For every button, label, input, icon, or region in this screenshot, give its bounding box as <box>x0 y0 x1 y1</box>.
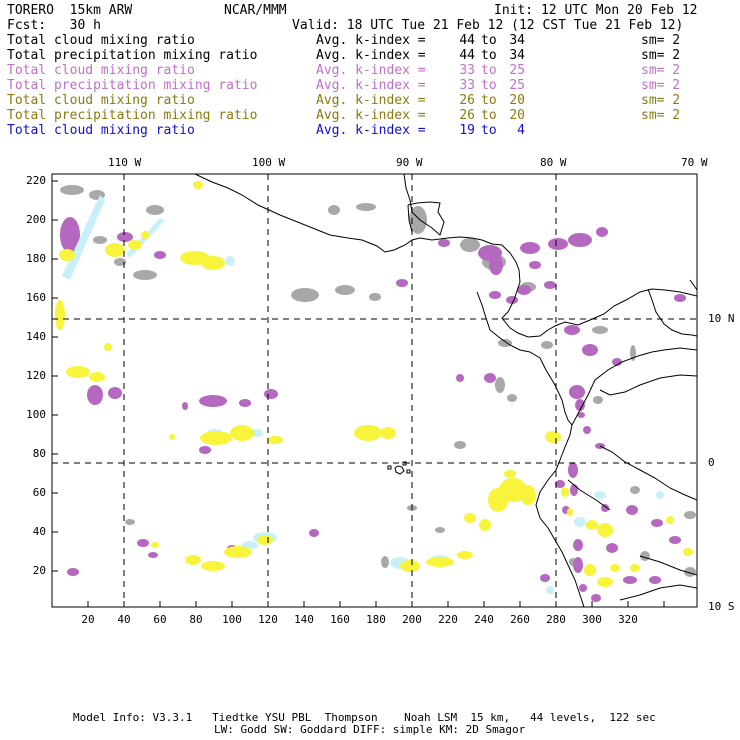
legend-avg-label: Avg. k-index = <box>316 48 426 63</box>
x-tick-label: 80 <box>189 613 203 626</box>
legend-k-low: 26 <box>459 108 475 123</box>
legend-to: to <box>481 93 497 108</box>
legend-k-high: 25 <box>509 63 525 78</box>
y-tick-label: 20 <box>32 564 46 577</box>
y-tick-label: 120 <box>26 369 46 382</box>
legend-field-name: Total cloud mixing ratio <box>7 93 195 108</box>
y-tick-label: 140 <box>26 330 46 343</box>
plot-frame <box>51 173 698 608</box>
longitude-label: 90 W <box>396 156 423 169</box>
y-tick-label: 220 <box>26 174 46 187</box>
legend-to: to <box>481 78 497 93</box>
y-tick-label: 200 <box>26 213 46 226</box>
x-tick-label: 300 <box>582 613 602 626</box>
legend-field-name: Total cloud mixing ratio <box>7 63 195 78</box>
longitude-label: 70 W <box>681 156 708 169</box>
legend-avg-label: Avg. k-index = <box>316 63 426 78</box>
legend-field-name: Total precipitation mixing ratio <box>7 108 258 123</box>
latitude-label: 10 S <box>708 600 735 613</box>
longitude-label: 100 W <box>252 156 286 169</box>
legend-k-low: 33 <box>459 63 475 78</box>
x-tick-label: 100 <box>222 613 242 626</box>
legend-k-low: 44 <box>459 33 475 48</box>
legend-field-name: Total cloud mixing ratio <box>7 33 195 48</box>
legend-smoothing: sm= 2 <box>641 63 681 78</box>
x-tick-label: 240 <box>474 613 494 626</box>
legend-smoothing: sm= 2 <box>641 108 681 123</box>
y-tick-label: 60 <box>32 486 46 499</box>
legend-to: to <box>481 63 497 78</box>
y-tick-label: 80 <box>32 447 46 460</box>
legend-avg-label: Avg. k-index = <box>316 78 426 93</box>
longitude-label: 80 W <box>540 156 567 169</box>
y-tick-label: 100 <box>26 408 46 421</box>
model-info-line2: LW: Godd SW: Goddard DIFF: simple KM: 2D… <box>214 723 526 736</box>
legend-field-name: Total cloud mixing ratio <box>7 123 195 138</box>
legend-k-high: 34 <box>509 48 525 63</box>
x-tick-label: 120 <box>258 613 278 626</box>
coastlines <box>194 174 697 607</box>
legend-to: to <box>481 33 497 48</box>
cloud-field-purple <box>60 217 686 602</box>
longitude-label: 110 W <box>108 156 142 169</box>
x-tick-label: 260 <box>510 613 530 626</box>
legend-smoothing: sm= 2 <box>641 78 681 93</box>
legend-avg-label: Avg. k-index = <box>316 93 426 108</box>
latitude-label: 10 N <box>708 312 735 325</box>
x-tick-label: 180 <box>366 613 386 626</box>
legend-to: to <box>481 48 497 63</box>
legend-k-low: 44 <box>459 48 475 63</box>
legend-k-low: 33 <box>459 78 475 93</box>
axis-ticks <box>52 180 665 607</box>
model-title: TORERO 15km ARW <box>7 3 133 18</box>
x-tick-label: 20 <box>81 613 95 626</box>
legend-k-high: 20 <box>509 108 525 123</box>
x-tick-label: 220 <box>438 613 458 626</box>
legend-to: to <box>481 108 497 123</box>
legend-smoothing: sm= 2 <box>641 93 681 108</box>
legend-k-high: 25 <box>509 78 525 93</box>
legend-avg-label: Avg. k-index = <box>316 123 426 138</box>
legend-avg-label: Avg. k-index = <box>316 33 426 48</box>
x-tick-label: 200 <box>402 613 422 626</box>
legend-to: to <box>481 123 497 138</box>
legend-avg-label: Avg. k-index = <box>316 108 426 123</box>
legend-k-low: 19 <box>459 123 475 138</box>
cloud-field-gray <box>60 185 696 577</box>
legend-k-high: 4 <box>517 123 525 138</box>
model-info-line1: Model Info: V3.3.1 Tiedtke YSU PBL Thomp… <box>73 711 656 724</box>
x-tick-label: 320 <box>618 613 638 626</box>
init-time: Init: 12 UTC Mon 20 Feb 12 <box>494 3 698 18</box>
legend-k-low: 26 <box>459 93 475 108</box>
forecast-hour: Fcst: 30 h <box>7 18 101 33</box>
legend-k-high: 34 <box>509 33 525 48</box>
y-tick-label: 160 <box>26 291 46 304</box>
y-tick-label: 180 <box>26 252 46 265</box>
x-tick-label: 140 <box>294 613 314 626</box>
latitude-label: 0 <box>708 456 715 469</box>
legend-k-high: 20 <box>509 93 525 108</box>
lat-lon-grid <box>52 174 697 607</box>
precip-field-yellow <box>55 181 693 587</box>
center-label: NCAR/MMM <box>224 3 287 18</box>
x-tick-label: 40 <box>117 613 131 626</box>
x-tick-label: 160 <box>330 613 350 626</box>
legend-field-name: Total precipitation mixing ratio <box>7 78 258 93</box>
x-tick-label: 280 <box>546 613 566 626</box>
legend-field-name: Total precipitation mixing ratio <box>7 48 258 63</box>
legend-smoothing: sm= 2 <box>641 33 681 48</box>
x-tick-label: 60 <box>153 613 167 626</box>
y-tick-label: 40 <box>32 525 46 538</box>
legend-smoothing: sm= 2 <box>641 48 681 63</box>
valid-time: Valid: 18 UTC Tue 21 Feb 12 (12 CST Tue … <box>292 18 684 33</box>
